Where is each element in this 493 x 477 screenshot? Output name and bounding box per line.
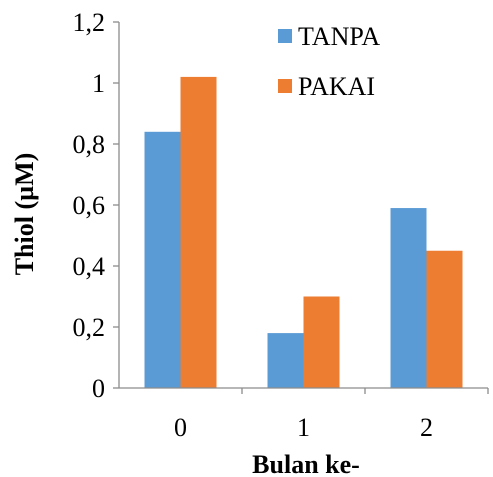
y-tick-label: 1: [92, 69, 105, 98]
y-tick-label: 0,4: [73, 252, 106, 281]
y-tick-labels: 0 0,2 0,4 0,6 0,8 1 1,2: [73, 8, 106, 403]
bars: [144, 76, 463, 389]
y-tick-label: 0,8: [73, 130, 106, 159]
y-tick-label: 0: [92, 374, 105, 403]
bar-tanpa-2: [390, 208, 427, 388]
x-tick-label: 0: [174, 413, 187, 442]
y-tick-label: 0,6: [73, 191, 106, 220]
x-tick-labels: 0 1 2: [174, 413, 433, 442]
legend-label-tanpa: TANPA: [298, 22, 380, 51]
bar-pakai-2: [426, 250, 463, 388]
bar-tanpa-1: [267, 333, 304, 388]
legend-swatch-tanpa: [278, 29, 292, 43]
legend: TANPA PAKAI: [278, 22, 380, 101]
y-tick-label: 0,2: [73, 313, 106, 342]
bar-tanpa-0: [144, 131, 181, 389]
legend-swatch-pakai: [278, 79, 292, 93]
y-axis-title: Thiol (µM): [10, 153, 39, 276]
x-axis-title: Bulan ke-: [252, 450, 360, 477]
axes: [113, 21, 489, 394]
x-tick-label: 2: [420, 413, 433, 442]
y-tick-label: 1,2: [73, 8, 106, 37]
x-tick-label: 1: [297, 413, 310, 442]
legend-label-pakai: PAKAI: [298, 72, 375, 101]
bar-pakai-1: [303, 296, 340, 388]
bar-pakai-0: [180, 76, 217, 389]
